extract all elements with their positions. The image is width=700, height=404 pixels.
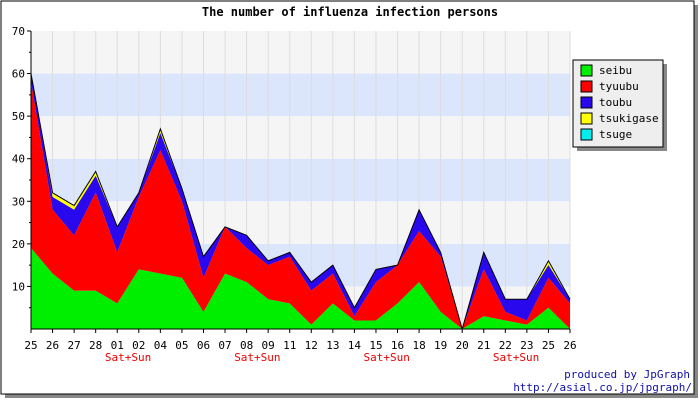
legend-swatch-toubu <box>580 96 593 109</box>
area-series-toubu <box>31 73 570 329</box>
legend-label-seibu: seibu <box>599 64 632 77</box>
x-tick-label: 20 <box>456 339 469 352</box>
y-tick-label: 10 <box>12 280 25 293</box>
x-tick-label: 14 <box>348 339 362 352</box>
legend-label-tsuge: tsuge <box>599 128 632 141</box>
x-tick-label: 13 <box>326 339 339 352</box>
x-tick-label: 27 <box>67 339 80 352</box>
grid-band <box>31 158 570 202</box>
x-tick-label: 02 <box>132 339 145 352</box>
x-tick-label: 07 <box>218 339 231 352</box>
x-tick-label: 04 <box>154 339 168 352</box>
weekend-label: Sat+Sun <box>234 351 280 364</box>
x-tick-label: 09 <box>262 339 275 352</box>
y-tick-label: 70 <box>12 25 25 38</box>
x-tick-label: 26 <box>563 339 576 352</box>
legend-items: seibu tyuubu toubu tsukigase tsuge <box>580 64 659 141</box>
legend-swatch-tyuubu <box>580 80 593 93</box>
legend-label-toubu: toubu <box>599 96 632 109</box>
x-tick-label: 18 <box>412 339 425 352</box>
x-tick-label: 23 <box>520 339 533 352</box>
x-tick-label: 15 <box>369 339 382 352</box>
x-tick-label: 16 <box>391 339 404 352</box>
y-tick-label: 50 <box>12 110 25 123</box>
credit-producer: produced by JpGraph <box>564 368 690 381</box>
stacked-areas <box>30 73 571 331</box>
y-tick-label: 20 <box>12 238 25 251</box>
grid-band <box>31 31 570 74</box>
x-tick-label: 28 <box>89 339 102 352</box>
y-tick-label: 40 <box>12 153 25 166</box>
x-axis-ticks: 25 26 27 28 01 02 04 05 06 07 08 09 11 12 13 14 15 16 18 19… <box>24 329 577 352</box>
weekend-label: Sat+Sun <box>364 351 410 364</box>
y-tick-label: 30 <box>12 195 25 208</box>
weekend-label: Sat+Sun <box>493 351 539 364</box>
x-tick-label: 12 <box>305 339 318 352</box>
y-tick-label: 60 <box>12 68 25 81</box>
x-tick-label: 25 <box>24 339 37 352</box>
x-tick-label: 06 <box>197 339 210 352</box>
x-tick-label: 05 <box>175 339 188 352</box>
legend-swatch-tsuge <box>580 128 593 141</box>
x-tick-label: 26 <box>46 339 59 352</box>
weekend-labels: Sat+Sun Sat+Sun Sat+Sun Sat+Sun <box>105 351 539 364</box>
credit-url: http://asial.co.jp/jpgraph/ <box>513 381 692 394</box>
x-tick-label: 21 <box>477 339 490 352</box>
x-tick-label: 01 <box>111 339 124 352</box>
legend: seibu tyuubu toubu tsukigase tsuge <box>572 59 667 151</box>
x-tick-label: 08 <box>240 339 253 352</box>
chart-title: The number of influenza infection person… <box>202 5 498 19</box>
area-series-seibu <box>31 248 570 329</box>
x-tick-label: 19 <box>434 339 447 352</box>
legend-label-tyuubu: tyuubu <box>599 80 639 93</box>
legend-label-tsukigase: tsukigase <box>599 112 659 125</box>
grid-band <box>31 116 570 159</box>
x-tick-label: 25 <box>542 339 555 352</box>
legend-swatch-tsukigase <box>580 112 593 125</box>
y-axis-ticks: 10 20 30 40 50 60 70 <box>12 25 31 309</box>
grid-band <box>31 73 570 117</box>
area-series-tyuubu <box>31 82 570 329</box>
legend-swatch-seibu <box>580 64 593 77</box>
x-tick-label: 22 <box>499 339 512 352</box>
area-top-outline <box>30 73 571 331</box>
x-tick-label: 11 <box>283 339 296 352</box>
weekend-label: Sat+Sun <box>105 351 151 364</box>
